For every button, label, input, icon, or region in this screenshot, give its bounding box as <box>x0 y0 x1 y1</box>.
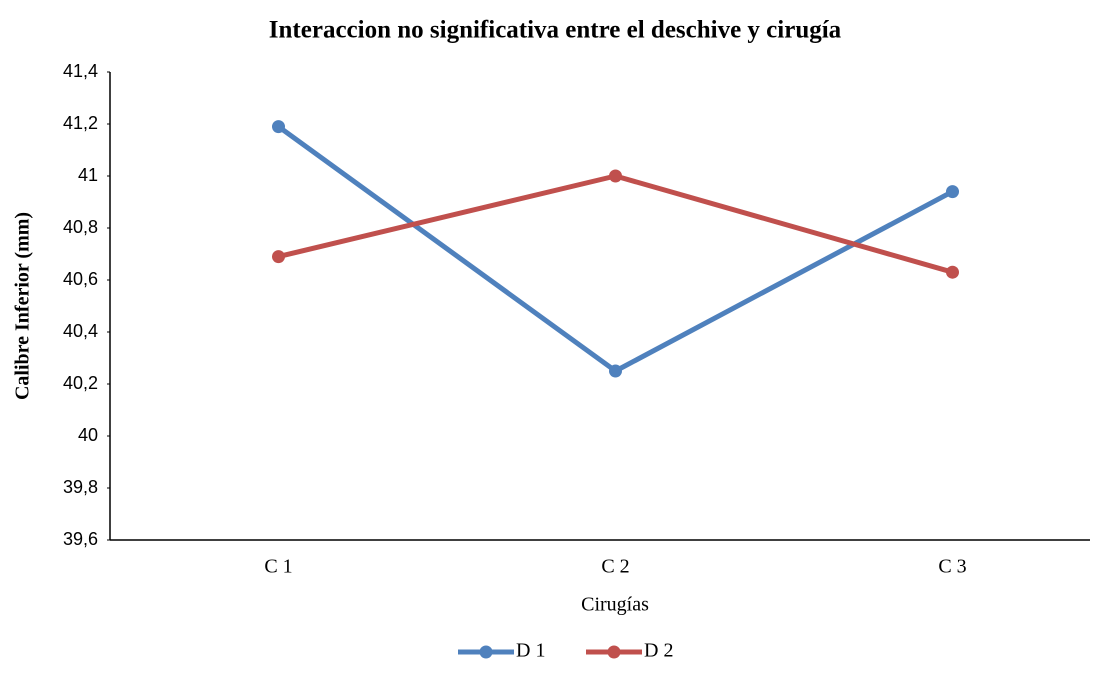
series-line <box>277 124 954 374</box>
x-tick-label: C 2 <box>601 556 629 578</box>
point <box>272 120 285 134</box>
point <box>946 185 959 199</box>
y-tick-label: 40 <box>78 425 98 445</box>
chart-title: Interaccion no significativa entre el de… <box>269 17 842 44</box>
point <box>609 169 622 183</box>
y-axis-title: Calibre Inferior (mm) <box>12 212 34 400</box>
legend-label: D 2 <box>644 640 673 662</box>
series-line <box>277 173 954 275</box>
y-tick-label: 40,4 <box>63 321 98 341</box>
legend-marker <box>607 645 621 659</box>
y-tick-label: 40,6 <box>63 269 98 289</box>
y-tick-label: 41 <box>78 165 98 185</box>
legend-label: D 1 <box>516 640 545 662</box>
point <box>609 364 622 378</box>
y-tick-label: 40,8 <box>63 217 98 237</box>
x-tick-label: C 1 <box>264 556 292 578</box>
legend-marker <box>479 645 493 659</box>
y-tick-label: 40,2 <box>63 373 98 393</box>
y-tick-label: 41,4 <box>63 61 98 81</box>
x-tick-label: C 3 <box>938 556 966 578</box>
y-tick-label: 39,6 <box>63 529 98 549</box>
point <box>272 250 285 264</box>
x-axis-title: Cirugías <box>581 594 649 616</box>
y-tick-label: 39,8 <box>63 477 98 497</box>
y-tick-label: 41,2 <box>63 113 98 133</box>
point <box>946 265 959 279</box>
